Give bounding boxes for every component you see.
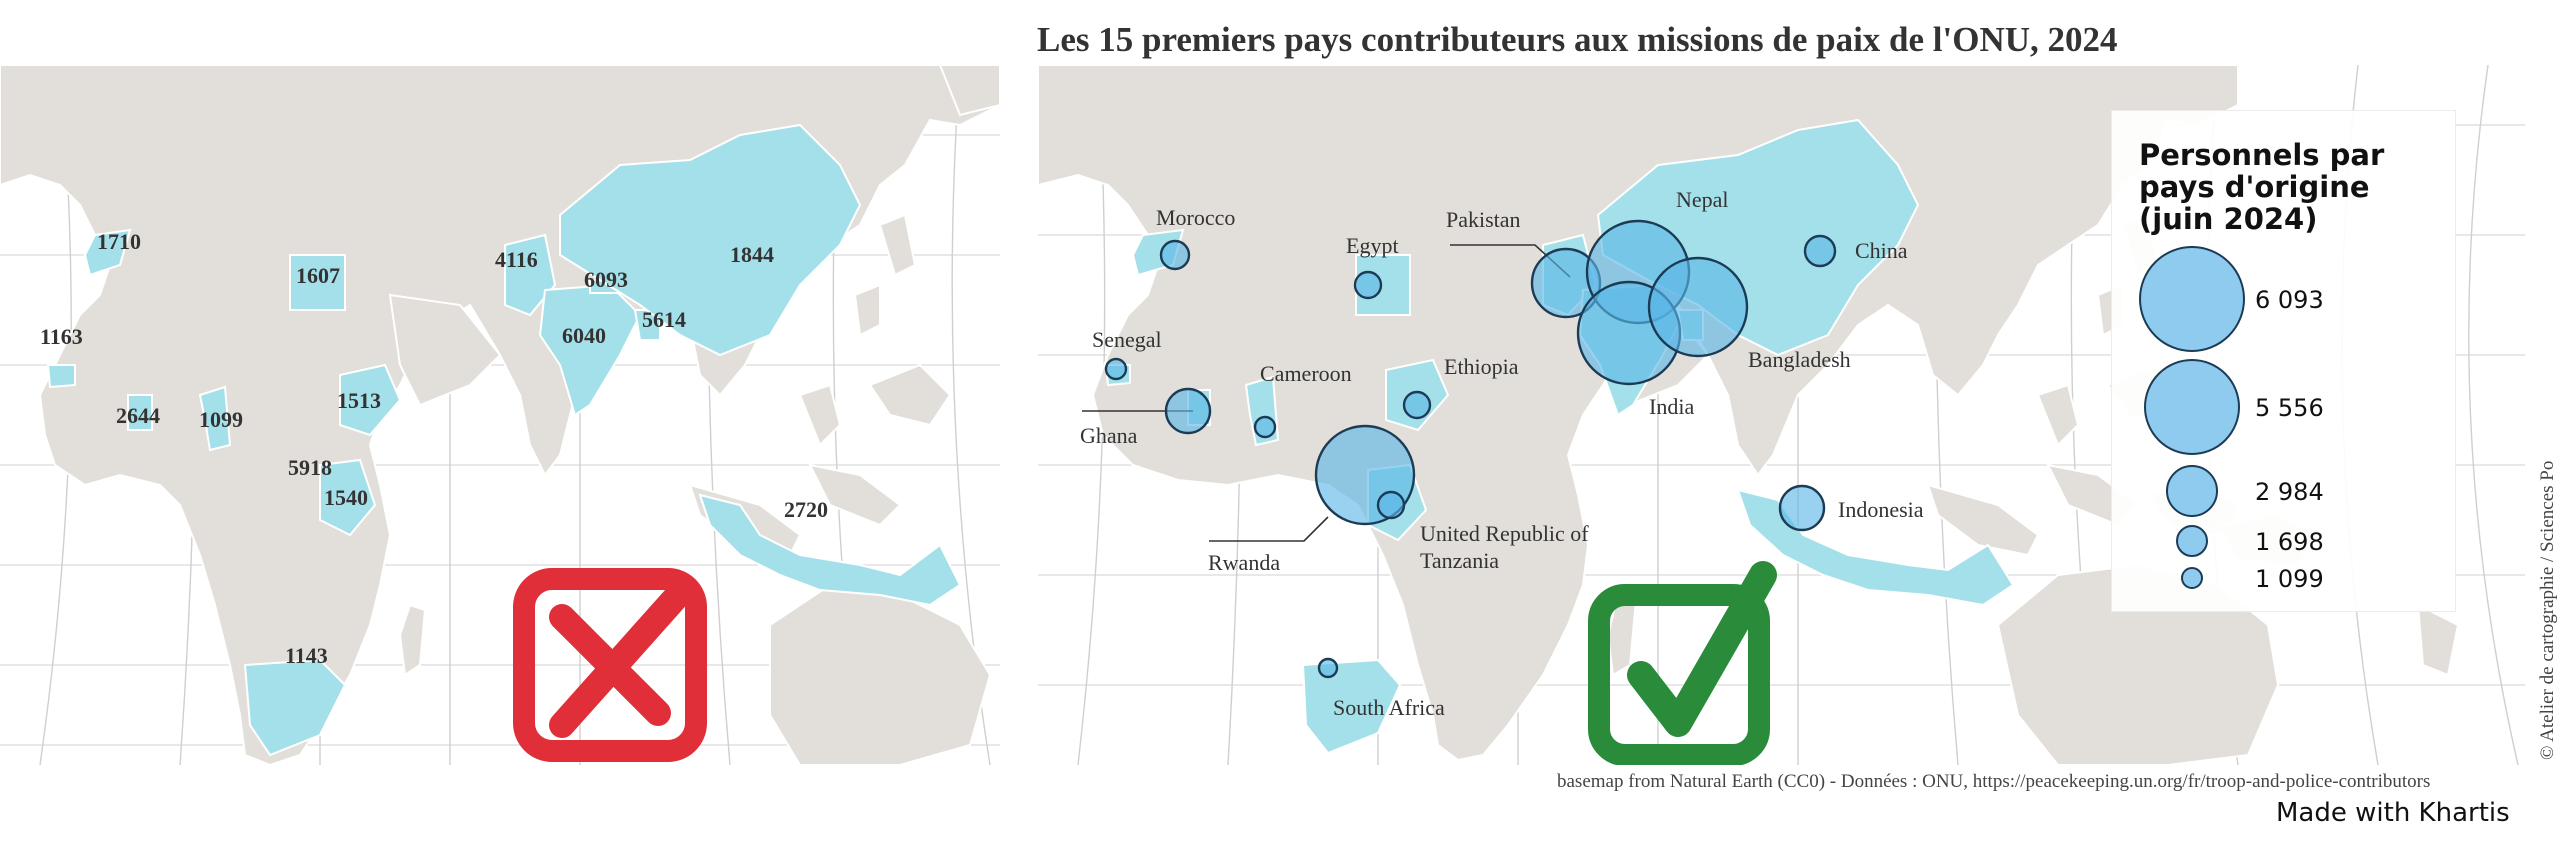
region-egypt: [1355, 254, 1411, 316]
legend-value: 6 093: [2255, 286, 2324, 314]
region-china: [559, 123, 862, 357]
value-label: 1607: [296, 263, 340, 288]
left-map: 1710 1607 1163 2644 1099 1513 5918 1540 …: [0, 65, 1000, 765]
region-tanzania: [319, 458, 377, 537]
bubble-cameroon: [1253, 415, 1277, 439]
country-label: Indonesia: [1838, 497, 1924, 522]
country-label: Cameroon: [1260, 361, 1352, 386]
region-morocco: [83, 228, 132, 277]
bubble-ghana: [1164, 387, 1212, 435]
country-label: Morocco: [1156, 205, 1235, 230]
bubble-ethiopia: [1402, 390, 1432, 420]
country-label: Pakistan: [1446, 207, 1521, 232]
value-label: 5918: [288, 455, 332, 480]
region-south-africa: [243, 658, 347, 757]
bubble-morocco: [1159, 239, 1191, 271]
legend-circle: [2139, 246, 2245, 352]
country-label: Senegal: [1092, 327, 1162, 352]
region-indonesia: [698, 493, 962, 607]
value-labels: 1710 1607 1163 2644 1099 1513 5918 1540 …: [40, 229, 828, 668]
highlighted-countries: [46, 123, 962, 757]
bubble-indonesia: [1778, 484, 1826, 532]
country-label: Egypt: [1346, 233, 1399, 258]
country-label: China: [1855, 238, 1908, 263]
value-label: 1844: [730, 242, 774, 267]
value-label: 6093: [584, 267, 628, 292]
country-labels: Morocco Egypt Pakistan Nepal China Seneg…: [1080, 187, 1924, 720]
country-label: Ethiopia: [1444, 354, 1519, 379]
legend-circle: [2166, 465, 2218, 517]
cross-box-icon: [513, 568, 707, 762]
legend-value: 5 556: [2255, 394, 2324, 422]
legend-value: 1 698: [2255, 528, 2324, 556]
legend-symbols: 6 093 5 556 2 984 1 698 1 099: [2139, 246, 2324, 593]
region-ethiopia: [339, 363, 402, 437]
check-box-icon: [1588, 561, 1777, 765]
map-title: Les 15 premiers pays contributeurs aux m…: [1037, 20, 2118, 59]
value-label: 1163: [40, 324, 83, 349]
country-label: United Republic of: [1420, 521, 1589, 546]
region-pakistan: [504, 233, 557, 317]
region-egypt: [289, 254, 346, 311]
region-south-africa: [1301, 658, 1402, 755]
bubble-egypt: [1353, 270, 1383, 300]
value-label: 2720: [784, 497, 828, 522]
country-label: Bangladesh: [1748, 347, 1851, 372]
legend-circle: [2144, 359, 2240, 455]
legend-title: Personnels par pays d'origine (juin 2024…: [2139, 138, 2385, 236]
region-cameroon: [198, 385, 232, 452]
bubble-bangladesh: [1647, 256, 1749, 358]
bubble-senegal: [1104, 357, 1128, 381]
legend-value: 2 984: [2255, 478, 2324, 506]
country-label: Tanzania: [1420, 548, 1499, 573]
source-note: basemap from Natural Earth (CC0) - Donné…: [1557, 771, 2431, 792]
bubble-china: [1803, 234, 1837, 268]
made-with-note: Made with Khartis: [2276, 798, 2510, 828]
bubble-south-africa: [1317, 657, 1339, 679]
region-india: [538, 283, 642, 417]
value-label: 1143: [285, 643, 328, 668]
value-label: 1710: [97, 229, 141, 254]
country-label: Nepal: [1676, 187, 1729, 212]
left-map-svg: 1710 1607 1163 2644 1099 1513 5918 1540 …: [0, 65, 1000, 765]
value-label: 1099: [199, 407, 243, 432]
country-label: South Africa: [1333, 695, 1445, 720]
bubble-tanzania: [1376, 490, 1406, 520]
legend: Personnels par pays d'origine (juin 2024…: [2111, 110, 2456, 612]
value-label: 2644: [116, 403, 160, 428]
value-label: 6040: [562, 323, 606, 348]
legend-circle: [2181, 567, 2203, 589]
value-label: 1540: [324, 485, 368, 510]
value-label: 5614: [642, 307, 686, 332]
legend-value: 1 099: [2255, 565, 2324, 593]
value-label: 1513: [337, 388, 381, 413]
value-label: 4116: [495, 247, 538, 272]
region-ghana: [127, 394, 153, 431]
legend-circle: [2176, 525, 2208, 557]
region-senegal: [46, 364, 76, 389]
country-label: India: [1649, 394, 1694, 419]
region-indonesia: [1736, 488, 2015, 607]
credit-note: © Atelier de cartographie / Sciences Po: [2537, 460, 2558, 760]
country-label: Rwanda: [1208, 550, 1280, 575]
bubbles: [1104, 219, 1837, 679]
country-label: Ghana: [1080, 423, 1138, 448]
